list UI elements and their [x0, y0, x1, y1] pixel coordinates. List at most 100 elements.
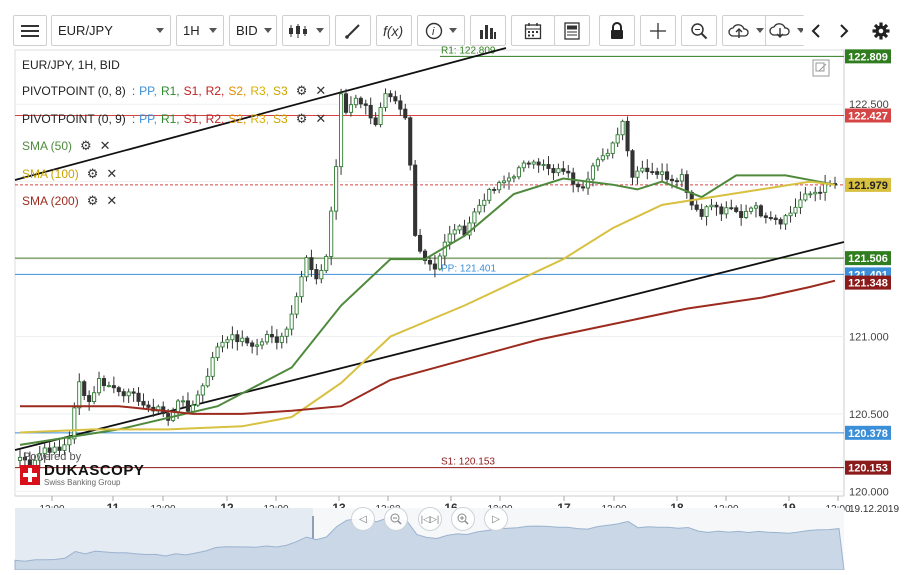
info-button[interactable]: i [417, 15, 465, 46]
gear-icon[interactable]: ⚙ [86, 166, 99, 181]
timeframe-select[interactable]: 1H [176, 15, 224, 46]
candle [590, 165, 596, 180]
candle [210, 357, 215, 377]
swiss-cross-icon [20, 465, 40, 485]
candle [803, 193, 808, 201]
candle [432, 263, 437, 270]
price-type-select[interactable]: BID [229, 15, 277, 46]
candle [758, 205, 763, 217]
candle [783, 215, 788, 225]
candle [546, 164, 551, 169]
sma-line[interactable] [19, 180, 836, 434]
prev-button[interactable] [803, 15, 829, 46]
candle [541, 164, 546, 166]
level-s2: S2, [228, 84, 247, 98]
svg-text:f(x): f(x) [383, 23, 403, 39]
candle [635, 170, 640, 178]
report-icon [564, 21, 580, 40]
price-badge-label: 121.348 [848, 278, 888, 290]
sma-line[interactable] [20, 279, 836, 415]
candle [605, 152, 610, 157]
candle-type-button[interactable] [282, 15, 330, 46]
crosshair-button[interactable] [640, 15, 676, 46]
price-badge [845, 108, 891, 123]
cloud-download-button[interactable] [765, 15, 809, 46]
candle [240, 337, 245, 343]
close-icon[interactable]: ✕ [315, 83, 327, 98]
next-button[interactable] [831, 15, 857, 46]
candle [714, 204, 719, 208]
level-s3: S3 [273, 112, 288, 126]
candle [343, 93, 349, 113]
candle [477, 204, 482, 213]
candle [106, 385, 111, 388]
chart-area[interactable]: R1: 122.809 PP: 121.401 S1: 120.153 120.00… [0, 45, 911, 571]
zoom-in-button[interactable] [451, 507, 475, 531]
candle [487, 188, 492, 201]
zoom-icon [691, 22, 708, 39]
chevron-down-icon [449, 28, 457, 33]
scroll-left-button[interactable]: ◁ [351, 507, 375, 531]
zoom-button[interactable] [681, 15, 717, 46]
candle [768, 217, 773, 219]
chevron-down-icon [209, 28, 217, 33]
candle [353, 97, 358, 106]
menu-button[interactable] [13, 15, 47, 46]
lock-button[interactable] [599, 15, 635, 46]
candle [274, 336, 279, 343]
y-tick-label: 120.500 [849, 409, 889, 421]
zoom-out-icon [390, 513, 402, 525]
candle [195, 394, 200, 406]
gear-icon[interactable]: ⚙ [295, 111, 308, 126]
candle [739, 211, 744, 218]
level-s1: S1, [183, 84, 202, 98]
sma-line[interactable] [19, 174, 836, 446]
candle [763, 215, 768, 218]
candle [245, 337, 250, 344]
price-badge [845, 275, 891, 290]
trend-line-upper[interactable] [14, 47, 507, 181]
level-r3: R3, [250, 112, 270, 126]
close-icon[interactable]: ✕ [315, 111, 327, 126]
gear-icon[interactable]: ⚙ [86, 193, 99, 208]
close-icon[interactable]: ✕ [106, 193, 118, 208]
volume-icon [480, 24, 496, 39]
candle [719, 206, 724, 215]
candle [339, 93, 344, 168]
draw-icon [345, 23, 360, 39]
chevron-down-icon [263, 28, 272, 33]
pivot-label-pp: PP: 121.401 [441, 263, 496, 274]
candle [225, 339, 230, 343]
symbol-select[interactable]: EUR/JPY [51, 15, 171, 46]
candle [788, 212, 793, 217]
price-chart[interactable]: R1: 122.809 PP: 121.401 S1: 120.153 120.00… [0, 45, 911, 571]
report-button[interactable] [554, 15, 590, 46]
cloud-upload-button[interactable] [722, 15, 770, 46]
price-badges: 122.809122.427121.979121.506121.401121.3… [845, 49, 891, 475]
price-type-label: BID [236, 23, 258, 38]
reset-zoom-button[interactable]: |◁▷| [418, 507, 442, 531]
close-icon[interactable]: ✕ [99, 138, 111, 153]
calendar-button[interactable] [511, 15, 555, 46]
settings-button[interactable] [866, 15, 896, 46]
candle [299, 276, 304, 298]
candle [679, 174, 684, 182]
sma-100-label: SMA (100) [22, 167, 79, 181]
chevron-down-icon [797, 28, 805, 33]
chevron-right-icon: ▷ [492, 513, 500, 525]
candle [259, 341, 265, 346]
scroll-right-button[interactable]: ▷ [484, 507, 508, 531]
close-icon[interactable]: ✕ [106, 166, 118, 181]
info-icon: i [425, 22, 443, 39]
zoom-out-button[interactable] [384, 507, 408, 531]
menu-icon [21, 24, 39, 37]
gear-icon[interactable]: ⚙ [80, 138, 92, 153]
fx-button[interactable]: f(x) [376, 15, 412, 46]
price-badge [845, 251, 891, 266]
candle [818, 191, 823, 194]
candle [284, 328, 289, 337]
volume-button[interactable] [470, 15, 506, 46]
draw-button[interactable] [335, 15, 371, 46]
gear-icon[interactable]: ⚙ [295, 83, 308, 98]
fullscreen-icon[interactable] [812, 59, 830, 77]
